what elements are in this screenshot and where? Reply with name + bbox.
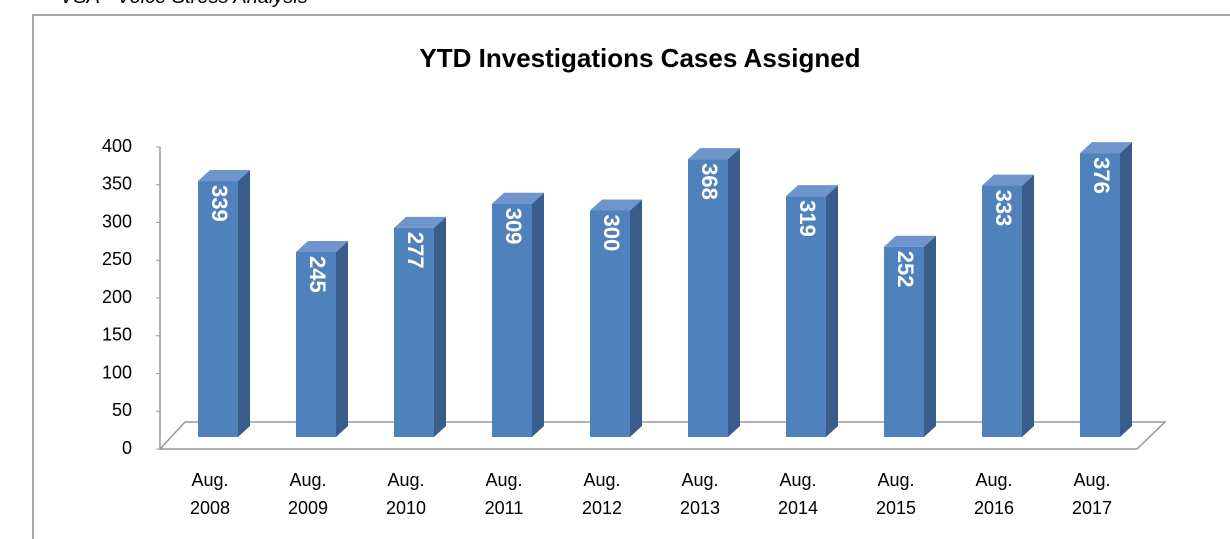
chart-border	[32, 14, 1230, 539]
bar-side	[532, 192, 544, 437]
x-tick-label: Aug. 2016	[973, 470, 1015, 518]
value-label: 376	[1089, 157, 1114, 194]
bar-side	[924, 235, 936, 437]
bar	[884, 246, 924, 437]
bar	[786, 196, 826, 437]
value-label: 245	[305, 256, 330, 293]
value-label: 333	[991, 190, 1016, 227]
chart-title: YTD Investigations Cases Assigned	[419, 43, 860, 73]
bar-top	[492, 192, 544, 204]
bar	[198, 181, 238, 437]
y-tick-label: 200	[102, 287, 132, 307]
x-tick-label: Aug. 2013	[679, 470, 721, 518]
y-tick-label: 150	[102, 325, 132, 345]
x-tick-label: Aug. 2011	[484, 470, 524, 518]
value-label: 368	[697, 163, 722, 200]
bar-side	[238, 170, 250, 437]
floor	[158, 421, 1167, 450]
bar-top	[296, 241, 348, 253]
value-label: 252	[893, 251, 918, 288]
x-tick-label: Aug. 2008	[189, 470, 231, 518]
y-tick-label: 300	[102, 211, 132, 231]
value-label: 277	[403, 232, 428, 269]
value-label: 319	[795, 200, 820, 237]
x-tick-label: Aug. 2010	[385, 470, 427, 518]
bar-side	[826, 185, 838, 437]
x-tick-label: Aug. 2014	[777, 470, 819, 518]
bar-side	[728, 148, 740, 437]
y-tick-label: 350	[102, 174, 132, 194]
bar-side	[1022, 174, 1034, 437]
value-label: 339	[207, 185, 232, 222]
value-label: 309	[501, 208, 526, 245]
bar-side	[630, 199, 642, 437]
bar-top	[394, 216, 446, 228]
bar	[688, 159, 728, 437]
y-tick-label: 400	[102, 136, 132, 156]
bar-top	[198, 170, 250, 182]
bar	[590, 210, 630, 437]
x-tick-label: Aug. 2017	[1071, 470, 1113, 518]
bar-top	[786, 185, 838, 197]
bar-top	[982, 174, 1034, 186]
value-label: 300	[599, 215, 624, 252]
bar-top	[884, 235, 936, 247]
x-tick-label: Aug. 2012	[581, 470, 623, 518]
y-tick-label: 100	[102, 362, 132, 382]
x-tick-label: Aug. 2009	[287, 470, 329, 518]
y-tick-label: 0	[122, 438, 132, 458]
y-tick-label: 250	[102, 249, 132, 269]
bar-top	[1080, 142, 1132, 154]
bar-side	[434, 216, 446, 437]
y-tick-label: 50	[112, 400, 132, 420]
bar-top	[688, 148, 740, 160]
bar	[492, 203, 532, 437]
bar-top	[590, 199, 642, 211]
bar-side	[336, 241, 348, 437]
x-tick-label: Aug. 2015	[875, 470, 917, 518]
bar-side	[1120, 142, 1132, 437]
bar	[982, 185, 1022, 437]
caption: VSA - Voice Stress Analysis	[60, 0, 308, 9]
bar	[296, 252, 336, 437]
bar	[1080, 153, 1120, 437]
bar	[394, 227, 434, 437]
